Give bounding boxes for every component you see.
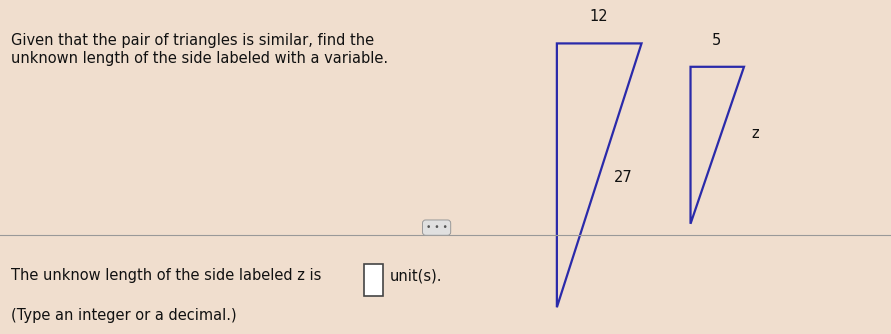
Text: The unknow length of the side labeled z is: The unknow length of the side labeled z … bbox=[11, 268, 321, 283]
Text: • • •: • • • bbox=[426, 223, 447, 232]
Text: 27: 27 bbox=[614, 170, 634, 184]
Text: 5: 5 bbox=[712, 33, 721, 47]
Text: Given that the pair of triangles is similar, find the
unknown length of the side: Given that the pair of triangles is simi… bbox=[11, 33, 388, 66]
Text: unit(s).: unit(s). bbox=[389, 268, 442, 283]
FancyBboxPatch shape bbox=[364, 264, 383, 296]
Text: z: z bbox=[752, 126, 759, 141]
Text: 12: 12 bbox=[590, 9, 608, 24]
Text: (Type an integer or a decimal.): (Type an integer or a decimal.) bbox=[11, 308, 236, 323]
